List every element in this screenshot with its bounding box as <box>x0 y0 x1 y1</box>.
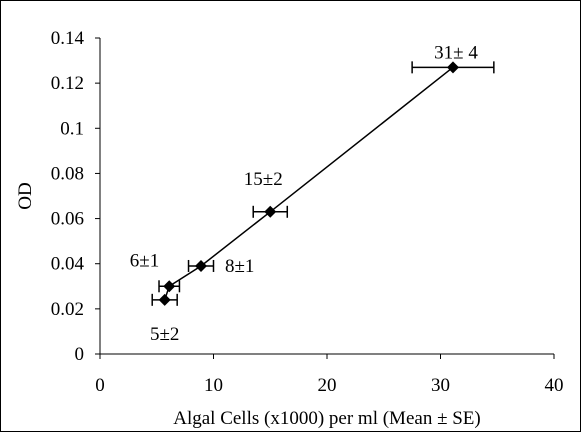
data-label: 15±2 <box>244 169 283 190</box>
data-points <box>158 61 459 306</box>
data-point-diamond <box>195 259 208 272</box>
data-point-diamond <box>446 61 459 74</box>
y-tick-label: 0 <box>75 344 85 365</box>
data-point-diamond <box>163 280 176 293</box>
data-label: 6±1 <box>130 250 159 271</box>
y-tick-label: 0.06 <box>51 209 84 230</box>
x-tick-label: 20 <box>318 375 337 396</box>
y-tick-label: 0.12 <box>51 73 84 94</box>
data-label: 31± 4 <box>434 42 478 63</box>
data-label: 5±2 <box>150 324 179 345</box>
data-point-diamond <box>158 293 171 306</box>
y-tick-label: 0.02 <box>51 299 84 320</box>
axes <box>99 38 554 355</box>
x-tick-label: 30 <box>431 375 450 396</box>
data-label: 8±1 <box>225 256 254 277</box>
series-line <box>163 66 454 301</box>
x-ticks: 0 10 20 30 40 <box>95 354 564 396</box>
data-labels: 5±2 6±1 8±1 15±2 31± 4 <box>130 42 479 344</box>
x-tick-label: 10 <box>204 375 223 396</box>
x-axis-title: Algal Cells (x1000) per ml (Mean ± SE) <box>173 408 481 429</box>
series-line-layer <box>163 66 454 301</box>
y-axis-title: OD <box>15 182 36 209</box>
y-ticks: 0 0.02 0.04 0.06 0.08 0.1 0.12 0.14 <box>51 28 100 365</box>
y-tick-label: 0.08 <box>51 163 84 184</box>
y-tick-label: 0.1 <box>60 118 84 139</box>
y-tick-label: 0.14 <box>51 28 85 49</box>
y-tick-label: 0.04 <box>51 254 85 275</box>
x-tick-label: 40 <box>545 375 564 396</box>
x-tick-label: 0 <box>95 375 105 396</box>
data-point-diamond <box>264 205 277 218</box>
